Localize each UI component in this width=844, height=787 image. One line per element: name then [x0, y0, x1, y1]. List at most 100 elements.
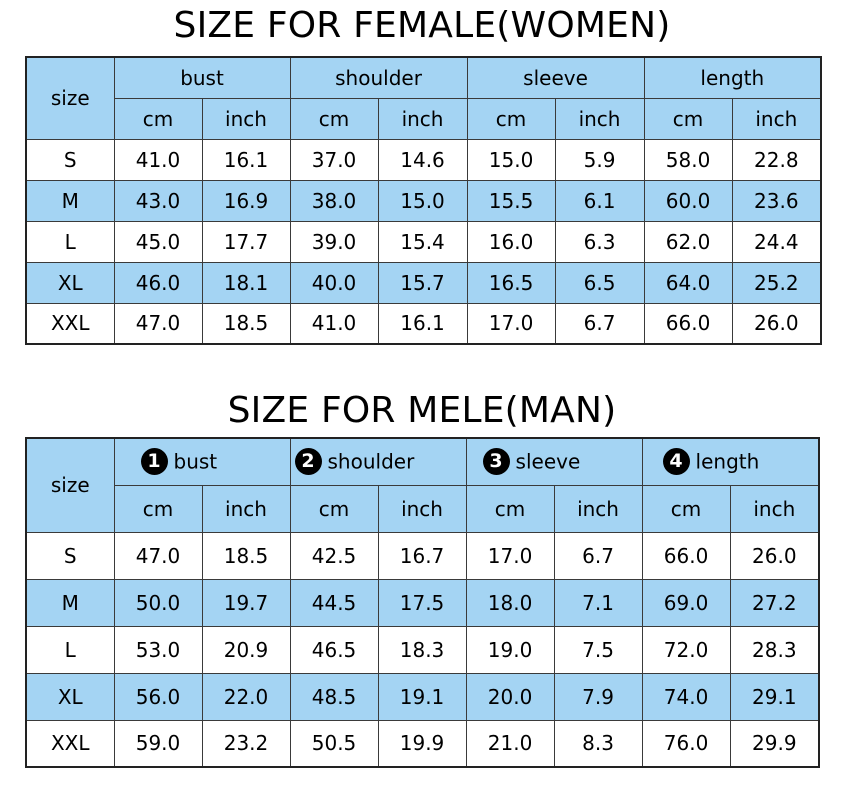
- table-cell: 21.0: [465, 719, 555, 768]
- size-cell: XL: [25, 672, 115, 721]
- table-cell: 20.0: [465, 672, 555, 721]
- number-3-icon: 3: [482, 448, 510, 476]
- table-cell: 42.5: [289, 531, 379, 580]
- table-cell: 46.0: [113, 261, 203, 304]
- table-cell: 16.1: [201, 138, 291, 181]
- table-cell: 58.0: [643, 138, 733, 181]
- table-cell: 46.5: [289, 625, 379, 674]
- unit-header: cm: [466, 97, 556, 140]
- table-cell: 7.5: [553, 625, 643, 674]
- table-cell: 16.5: [466, 261, 556, 304]
- table-cell: 23.6: [731, 179, 822, 222]
- table-cell: 72.0: [641, 625, 731, 674]
- table-cell: 19.7: [201, 578, 291, 627]
- women-size-title: SIZE FOR FEMALE(WOMEN): [173, 5, 671, 46]
- table-cell: 26.0: [729, 531, 820, 580]
- bust-header: bust: [113, 56, 291, 99]
- table-cell: 41.0: [289, 302, 379, 345]
- table-cell: 15.0: [377, 179, 468, 222]
- table-cell: 38.0: [289, 179, 379, 222]
- table-cell: 15.7: [377, 261, 468, 304]
- table-cell: 19.0: [465, 625, 555, 674]
- table-cell: 41.0: [113, 138, 203, 181]
- size-cell: XXL: [25, 719, 115, 768]
- unit-header: cm: [289, 97, 379, 140]
- table-cell: 39.0: [289, 220, 379, 263]
- table-cell: 64.0: [643, 261, 733, 304]
- table-cell: 15.5: [466, 179, 556, 222]
- sleeve-label: sleeve: [515, 449, 581, 474]
- table-cell: 17.0: [465, 531, 555, 580]
- table-cell: 24.4: [731, 220, 822, 263]
- unit-header: cm: [113, 97, 203, 140]
- table-cell: 50.5: [289, 719, 379, 768]
- table-cell: 29.1: [729, 672, 820, 721]
- unit-header: inch: [201, 484, 291, 533]
- length-header: length: [643, 56, 822, 99]
- unit-header: cm: [289, 484, 379, 533]
- table-cell: 26.0: [731, 302, 822, 345]
- unit-header: cm: [465, 484, 555, 533]
- table-cell: 37.0: [289, 138, 379, 181]
- table-row: S 47.0 18.5 42.5 16.7 17.0 6.7 66.0 26.0: [25, 531, 820, 580]
- table-cell: 76.0: [641, 719, 731, 768]
- number-1-icon: 1: [140, 448, 168, 476]
- table-cell: 18.3: [377, 625, 467, 674]
- table-cell: 47.0: [113, 531, 203, 580]
- table-row: XL 46.0 18.1 40.0 15.7 16.5 6.5 64.0 25.…: [25, 261, 822, 304]
- table-cell: 6.1: [554, 179, 645, 222]
- shoulder-label: shoulder: [327, 449, 415, 474]
- table-cell: 66.0: [641, 531, 731, 580]
- table-cell: 43.0: [113, 179, 203, 222]
- shoulder-header: 2 shoulder: [289, 437, 467, 486]
- size-cell: XL: [25, 261, 115, 304]
- table-cell: 17.0: [466, 302, 556, 345]
- table-cell: 18.1: [201, 261, 291, 304]
- table-cell: 56.0: [113, 672, 203, 721]
- table-cell: 45.0: [113, 220, 203, 263]
- unit-header: inch: [201, 97, 291, 140]
- table-cell: 16.0: [466, 220, 556, 263]
- unit-header: cm: [113, 484, 203, 533]
- unit-header: inch: [729, 484, 820, 533]
- table-cell: 19.9: [377, 719, 467, 768]
- size-header: size: [25, 437, 115, 533]
- table-cell: 22.8: [731, 138, 822, 181]
- table-cell: 59.0: [113, 719, 203, 768]
- table-cell: 7.9: [553, 672, 643, 721]
- unit-header: inch: [554, 97, 645, 140]
- header-row-units: cm inch cm inch cm inch cm inch: [26, 484, 820, 533]
- table-cell: 47.0: [113, 302, 203, 345]
- women-size-table: size bust shoulder sleeve length cm inch…: [25, 56, 823, 345]
- header-row-units: cm inch cm inch cm inch cm inch: [26, 97, 822, 140]
- header-row-groups: size 1 bust 2 shoulder 3 sleeve 4 length: [25, 437, 820, 533]
- table-cell: 19.1: [377, 672, 467, 721]
- table-row: XXL 47.0 18.5 41.0 16.1 17.0 6.7 66.0 26…: [25, 302, 822, 345]
- men-size-table: size 1 bust 2 shoulder 3 sleeve 4 length cm …: [25, 437, 821, 768]
- bust-label: bust: [173, 449, 218, 474]
- length-label: length: [695, 449, 760, 474]
- table-cell: 17.5: [377, 578, 467, 627]
- table-cell: 69.0: [641, 578, 731, 627]
- unit-header: inch: [553, 484, 643, 533]
- number-4-icon: 4: [662, 448, 690, 476]
- table-cell: 28.3: [729, 625, 820, 674]
- size-cell: M: [25, 578, 115, 627]
- table-row: M 43.0 16.9 38.0 15.0 15.5 6.1 60.0 23.6: [25, 179, 822, 222]
- table-cell: 16.1: [377, 302, 468, 345]
- table-row: M 50.0 19.7 44.5 17.5 18.0 7.1 69.0 27.2: [25, 578, 820, 627]
- men-size-title: SIZE FOR MELE(MAN): [227, 390, 617, 431]
- table-cell: 50.0: [113, 578, 203, 627]
- table-cell: 27.2: [729, 578, 820, 627]
- table-cell: 7.1: [553, 578, 643, 627]
- table-cell: 18.0: [465, 578, 555, 627]
- size-cell: L: [25, 625, 115, 674]
- size-cell: S: [25, 138, 115, 181]
- table-cell: 8.3: [553, 719, 643, 768]
- table-cell: 74.0: [641, 672, 731, 721]
- table-row: L 53.0 20.9 46.5 18.3 19.0 7.5 72.0 28.3: [25, 625, 820, 674]
- table-cell: 29.9: [729, 719, 820, 768]
- table-cell: 18.5: [201, 531, 291, 580]
- unit-header: inch: [377, 484, 467, 533]
- table-row: XL 56.0 22.0 48.5 19.1 20.0 7.9 74.0 29.…: [25, 672, 820, 721]
